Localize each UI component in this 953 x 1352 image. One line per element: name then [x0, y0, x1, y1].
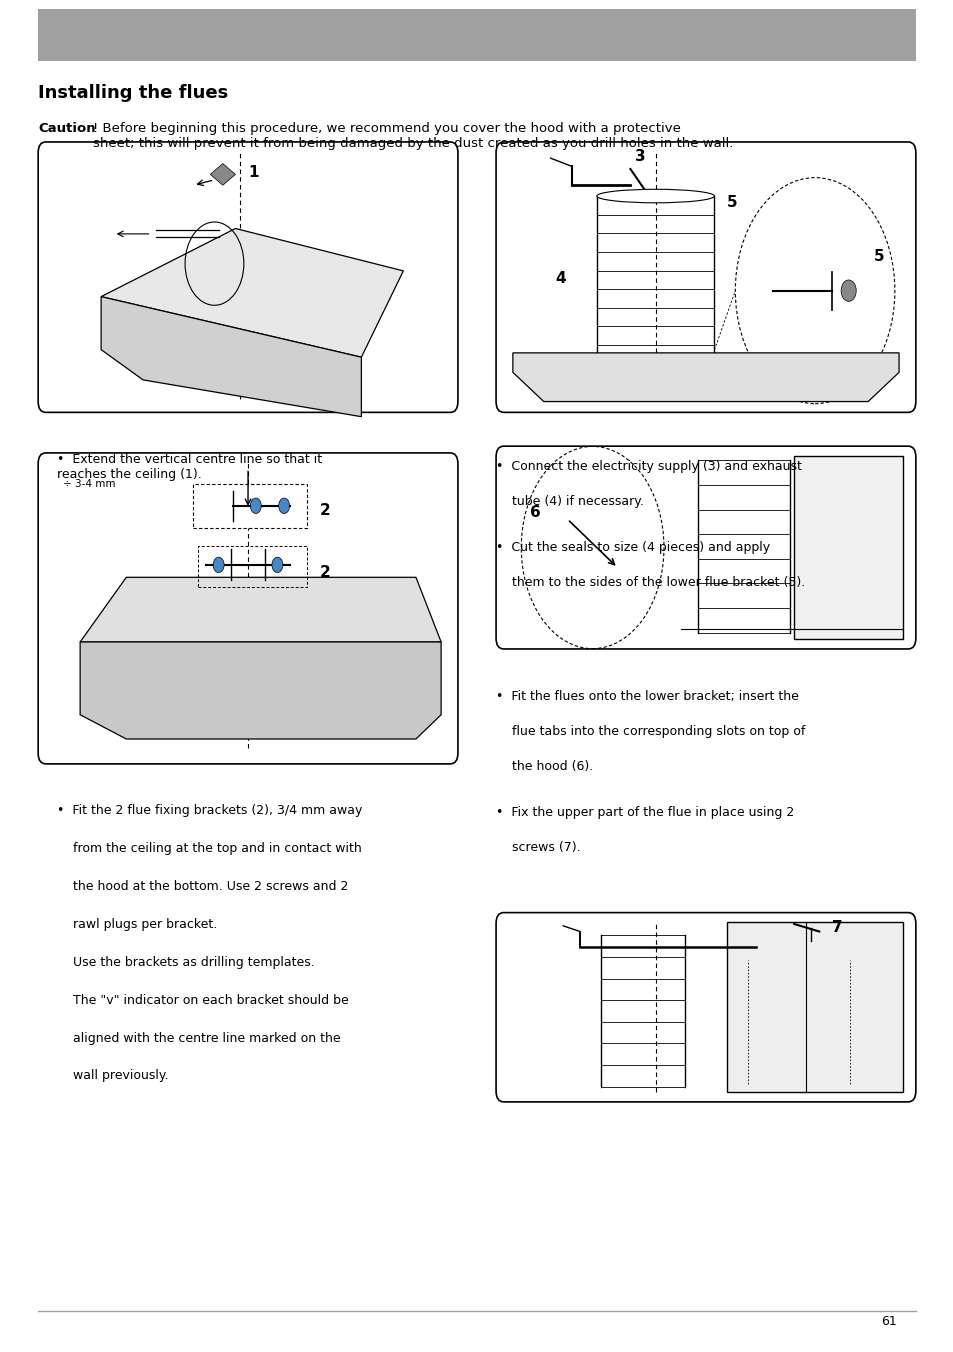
Text: rawl plugs per bracket.: rawl plugs per bracket. [57, 918, 217, 932]
Text: Use the brackets as drilling templates.: Use the brackets as drilling templates. [57, 956, 314, 969]
Text: •  Connect the electricity supply (3) and exhaust: • Connect the electricity supply (3) and… [496, 460, 801, 473]
FancyBboxPatch shape [496, 913, 915, 1102]
FancyBboxPatch shape [496, 446, 915, 649]
Text: •  Extend the vertical centre line so that it
reaches the ceiling (1).: • Extend the vertical centre line so tha… [57, 453, 322, 481]
FancyBboxPatch shape [793, 457, 902, 639]
FancyBboxPatch shape [38, 9, 915, 61]
Circle shape [272, 557, 283, 573]
Text: 4: 4 [555, 270, 565, 285]
Text: the hood (6).: the hood (6). [496, 760, 593, 773]
Text: •  Fit the flues onto the lower bracket; insert the: • Fit the flues onto the lower bracket; … [496, 690, 798, 703]
Circle shape [278, 498, 290, 514]
Text: Caution: Caution [38, 122, 95, 135]
Circle shape [841, 280, 856, 301]
Text: 5: 5 [873, 249, 883, 264]
Polygon shape [101, 296, 361, 416]
FancyBboxPatch shape [38, 142, 457, 412]
FancyBboxPatch shape [38, 453, 457, 764]
Text: from the ceiling at the top and in contact with: from the ceiling at the top and in conta… [57, 842, 361, 856]
Circle shape [213, 557, 224, 573]
Text: screws (7).: screws (7). [496, 841, 580, 854]
Text: The "v" indicator on each bracket should be: The "v" indicator on each bracket should… [57, 994, 349, 1007]
FancyBboxPatch shape [496, 142, 915, 412]
Text: Installing the flues: Installing the flues [38, 84, 228, 101]
Text: 1: 1 [248, 165, 258, 180]
Polygon shape [101, 228, 403, 357]
Circle shape [250, 498, 261, 514]
Text: 7: 7 [831, 919, 841, 934]
Text: ! Before beginning this procedure, we recommend you cover the hood with a protec: ! Before beginning this procedure, we re… [92, 122, 732, 150]
FancyBboxPatch shape [726, 922, 902, 1092]
Ellipse shape [597, 189, 714, 203]
Text: 61: 61 [880, 1314, 896, 1328]
Polygon shape [80, 577, 440, 642]
Text: wall previously.: wall previously. [57, 1069, 169, 1083]
Text: ÷ 3-4 mm: ÷ 3-4 mm [63, 479, 115, 489]
Text: 6: 6 [529, 506, 539, 521]
Text: 3: 3 [634, 149, 644, 164]
Text: aligned with the centre line marked on the: aligned with the centre line marked on t… [57, 1032, 340, 1045]
Text: 5: 5 [726, 195, 737, 210]
Text: •  Fit the 2 flue fixing brackets (2), 3/4 mm away: • Fit the 2 flue fixing brackets (2), 3/… [57, 804, 362, 818]
Polygon shape [210, 164, 235, 185]
FancyBboxPatch shape [193, 484, 307, 527]
Polygon shape [80, 642, 440, 740]
Text: tube (4) if necessary.: tube (4) if necessary. [496, 495, 643, 508]
Polygon shape [513, 353, 898, 402]
Text: the hood at the bottom. Use 2 screws and 2: the hood at the bottom. Use 2 screws and… [57, 880, 348, 894]
Text: 2: 2 [319, 503, 330, 518]
Text: •  Fix the upper part of the flue in place using 2: • Fix the upper part of the flue in plac… [496, 806, 794, 819]
Text: •  Cut the seals to size (4 pieces) and apply: • Cut the seals to size (4 pieces) and a… [496, 541, 769, 554]
Text: 2: 2 [319, 565, 330, 580]
Text: flue tabs into the corresponding slots on top of: flue tabs into the corresponding slots o… [496, 725, 804, 738]
Text: them to the sides of the lower flue bracket (5).: them to the sides of the lower flue brac… [496, 576, 804, 589]
